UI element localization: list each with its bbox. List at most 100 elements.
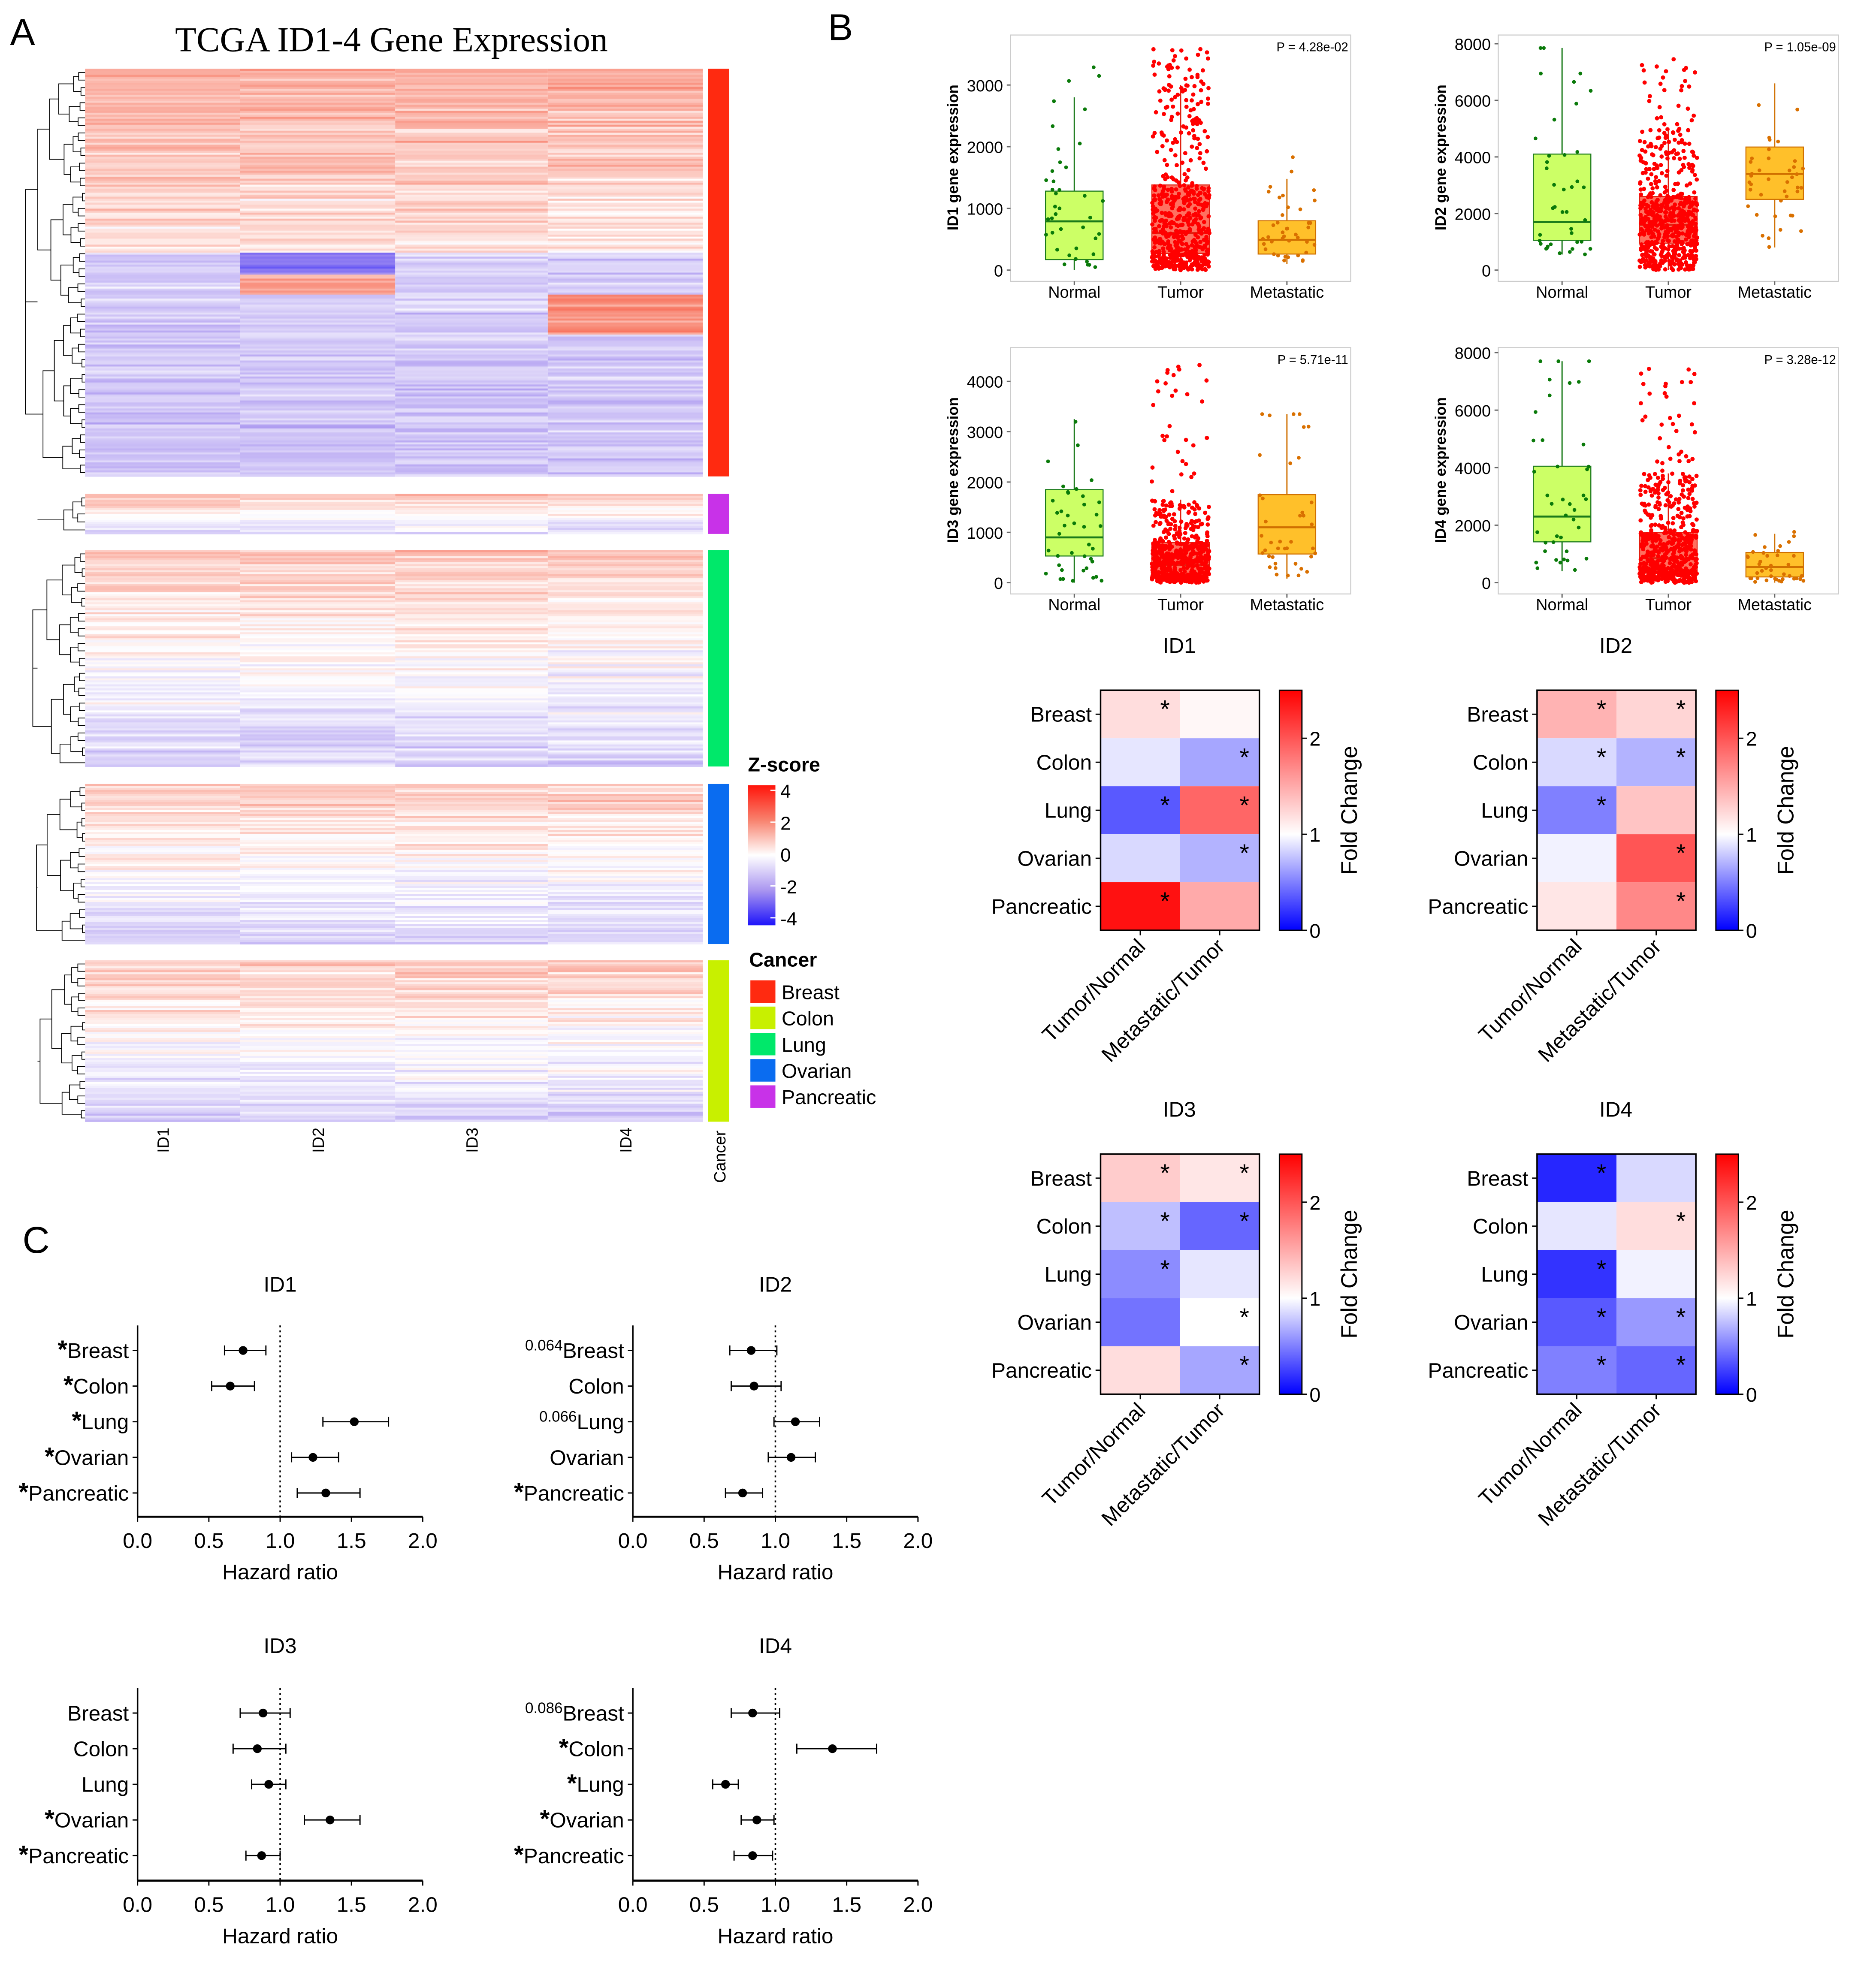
data-point [1639,242,1643,247]
data-point [1657,565,1661,569]
heatmap-cell [548,942,703,944]
data-point [1195,255,1199,259]
data-point [1650,493,1654,498]
data-point [1190,222,1194,226]
data-point [1192,107,1196,112]
data-point [1548,378,1552,382]
data-point [1683,202,1687,207]
data-point [1570,185,1574,189]
data-point [1190,256,1195,260]
data-point [1688,205,1692,209]
data-point [1796,186,1800,190]
data-point [1162,558,1166,563]
data-point [1191,443,1196,447]
dendrogram-branch [79,72,85,80]
data-point [1671,422,1675,426]
data-point [1085,566,1088,570]
data-point [1690,201,1695,205]
data-point [1172,568,1177,572]
data-point [1157,61,1161,66]
data-point [1174,195,1178,199]
data-point [1684,66,1688,70]
y-axis-label: ID1 gene expression [945,84,961,230]
data-point [1582,494,1586,498]
data-point [1178,223,1183,227]
data-point [1674,152,1678,156]
data-point [1173,240,1177,244]
heatmap-cell [85,942,240,944]
data-point [1179,519,1184,524]
data-point [1057,532,1061,536]
data-point [1672,501,1676,506]
data-point [1638,518,1643,522]
dendrogram [37,964,85,1118]
data-point [1661,474,1665,478]
zscore-tick-label: 2 [780,813,791,834]
data-point [1261,497,1265,501]
data-point [1164,544,1169,548]
data-point [1051,169,1054,173]
dendrogram-branch [78,284,85,292]
dendrogram-branch [81,879,85,887]
data-point [1184,105,1189,109]
data-point [1680,511,1684,515]
data-point [1680,215,1685,219]
data-point [1794,576,1798,580]
data-point [1679,449,1683,454]
data-point [1686,196,1690,201]
data-point [1185,543,1189,548]
data-point [1668,558,1673,562]
legend-label-pancreatic: Pancreatic [782,1086,876,1108]
zscore-tick-label: -4 [780,908,797,929]
data-point [1662,235,1667,239]
data-point [1166,368,1170,372]
data-point [1577,380,1581,384]
data-point [1800,186,1803,190]
data-point [1176,258,1181,262]
data-point [1649,229,1653,233]
data-point [1658,147,1662,151]
data-point [1090,478,1094,482]
data-point [1667,500,1671,504]
data-point [1205,522,1210,527]
zscore-legend-title: Z-score [748,754,820,776]
data-point [1749,174,1753,178]
data-point [1661,488,1665,492]
data-point [1100,579,1103,582]
column-label-id3: ID3 [464,1128,482,1153]
data-point [1563,153,1567,157]
data-point [1671,521,1675,525]
data-point [1640,418,1645,422]
data-point [1044,233,1048,237]
data-point [1661,261,1665,265]
data-point [1777,579,1781,583]
data-point [1196,102,1200,106]
data-point [1304,251,1308,255]
data-point [1545,247,1549,250]
data-point [1288,462,1292,465]
data-point [1555,534,1559,538]
data-point [1156,572,1160,576]
data-point [1664,218,1668,222]
data-point [1685,514,1689,519]
data-point [1695,235,1699,240]
data-point [1638,181,1642,186]
data-point [1642,472,1646,476]
data-point [1665,531,1669,535]
data-point [1195,146,1199,150]
data-point [1202,579,1206,584]
y-tick-label: 8000 [1455,36,1491,54]
data-point [1793,159,1797,163]
data-point [1311,546,1315,550]
data-point [1665,223,1669,227]
y-tick-label: 3000 [967,424,1003,442]
dendrogram-branch [82,803,85,811]
data-point [1164,535,1168,540]
data-point [1677,564,1681,569]
data-point [1663,526,1667,530]
data-point [1260,412,1264,416]
data-point [1687,84,1691,89]
data-point [1286,574,1290,578]
data-point [1776,140,1780,144]
data-point [1547,154,1551,158]
